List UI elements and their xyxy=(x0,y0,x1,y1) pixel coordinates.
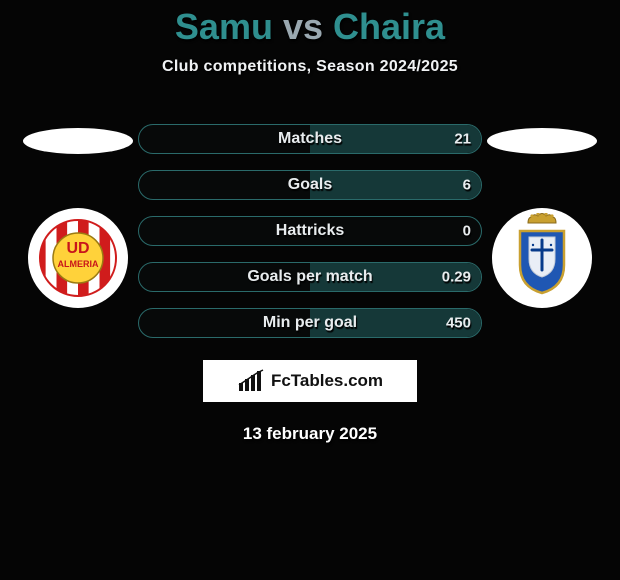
svg-text:ALMERIA: ALMERIA xyxy=(58,259,99,269)
stat-row: Hattricks 0 xyxy=(138,216,482,246)
stat-label: Matches xyxy=(278,130,342,148)
subtitle: Club competitions, Season 2024/2025 xyxy=(162,58,458,76)
snapshot-date: 13 february 2025 xyxy=(243,424,377,444)
player1-club-badge: UD ALMERIA xyxy=(28,208,128,308)
almeria-crest-icon: UD ALMERIA xyxy=(35,215,121,301)
stats-block: UD ALMERIA Matches 21 Goals 6 Hattricks … xyxy=(0,124,620,338)
stat-label: Min per goal xyxy=(263,314,357,332)
player1-photo-placeholder xyxy=(23,128,133,154)
stat-label: Goals per match xyxy=(247,268,372,286)
comparison-title: Samu vs Chaira xyxy=(175,6,445,48)
stat-value-right: 450 xyxy=(446,315,471,332)
stat-label: Goals xyxy=(288,176,332,194)
stat-value-right: 0.29 xyxy=(442,269,471,286)
stat-row: Goals per match 0.29 xyxy=(138,262,482,292)
fctables-logo[interactable]: FcTables.com xyxy=(203,360,417,402)
stat-row: Matches 21 xyxy=(138,124,482,154)
stat-row: Goals 6 xyxy=(138,170,482,200)
stat-label: Hattricks xyxy=(276,222,344,240)
player1-name: Samu xyxy=(175,6,273,47)
player2-name: Chaira xyxy=(333,6,445,47)
vs-text: vs xyxy=(283,6,323,47)
stat-row: Min per goal 450 xyxy=(138,308,482,338)
left-column: UD ALMERIA xyxy=(18,124,138,308)
stat-fill xyxy=(310,171,481,199)
stat-value-right: 0 xyxy=(463,223,471,240)
stat-value-right: 21 xyxy=(454,131,471,148)
right-column xyxy=(482,124,602,308)
bar-chart-icon xyxy=(237,369,265,393)
svg-text:UD: UD xyxy=(66,240,89,257)
stat-rows: Matches 21 Goals 6 Hattricks 0 Goals per… xyxy=(138,124,482,338)
stat-value-right: 6 xyxy=(463,177,471,194)
player2-club-badge xyxy=(492,208,592,308)
oviedo-crest-icon xyxy=(499,213,585,303)
player2-photo-placeholder xyxy=(487,128,597,154)
fctables-logo-text: FcTables.com xyxy=(271,371,383,391)
